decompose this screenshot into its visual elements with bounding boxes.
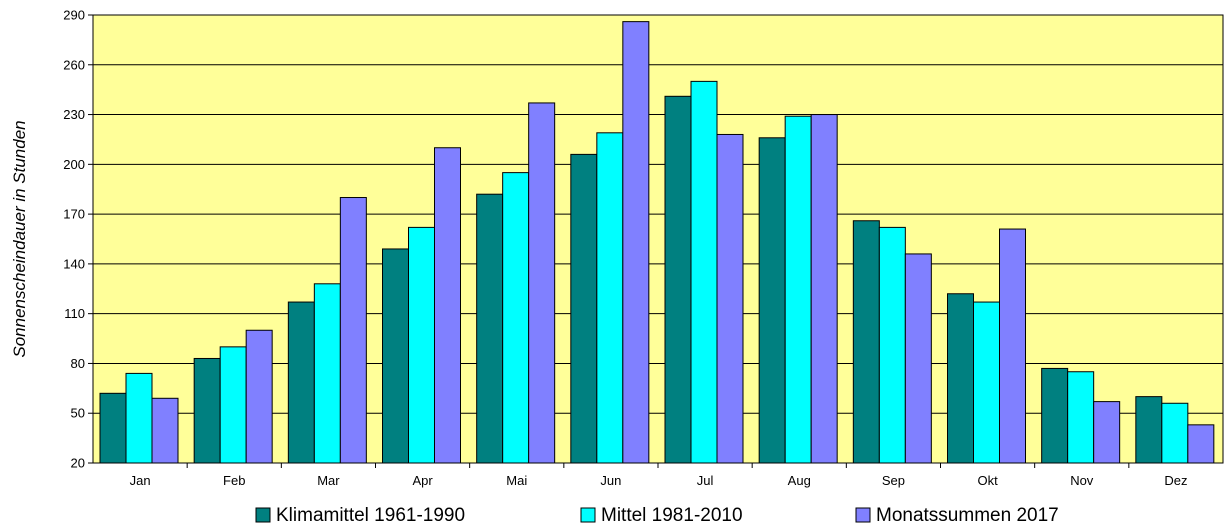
legend-label: Klimamittel 1961-1990 [276,505,465,526]
y-tick-label: 170 [63,207,85,222]
plot-area [92,14,1224,464]
bar [99,392,127,464]
x-tick-label: Nov [1070,473,1094,488]
y-axis: 20 50 80 110 140 170 200 230 260 290 [63,8,93,471]
y-tick-label: 140 [63,256,85,271]
bar [125,372,153,464]
y-tick-label: 110 [64,306,85,321]
legend-label: Mittel 1981-2010 [601,505,743,526]
bar [528,102,556,464]
bar [1135,396,1163,464]
bars [99,21,1215,464]
x-axis: Jan Feb Mar Apr Mai Jun Jul Aug Sep Okt Nov Dez [130,463,1187,488]
bar [1161,402,1189,464]
bar [690,80,718,464]
x-tick-label: Apr [412,473,433,488]
x-tick-label: Mar [317,473,340,488]
y-tick-label: 230 [63,107,85,122]
bar [151,397,179,464]
x-tick-label: Dez [1164,473,1187,488]
bar [245,329,273,464]
x-tick-label: Jun [600,473,621,488]
bar [219,346,247,464]
x-tick-label: Okt [977,473,998,488]
bar [193,357,221,464]
y-tick-label: 50 [71,406,85,421]
bar [1187,424,1215,464]
bar [664,95,692,464]
y-tick-label: 260 [63,57,85,72]
bar [716,133,744,464]
bar [973,301,1000,464]
bar [904,253,932,464]
bar [622,21,650,464]
bar [382,248,409,464]
x-tick-label: Aug [788,473,811,488]
bar [596,132,624,464]
bar [758,137,786,464]
bar [947,293,974,464]
legend-label: Monatssummen 2017 [876,505,1059,526]
bar [502,172,530,464]
x-tick-label: Sep [882,473,905,488]
bar [287,301,315,464]
y-tick-label: 80 [71,356,85,371]
x-tick-label: Jan [130,473,151,488]
bar [570,153,598,464]
bar [810,114,838,464]
bar [476,193,504,464]
bar [999,228,1026,464]
bar [313,283,341,464]
x-tick-label: Mai [506,473,527,488]
x-tick-label: Feb [223,473,245,488]
bar [852,220,880,464]
bar [1093,401,1121,464]
bar [1067,371,1095,464]
y-tick-label: 290 [63,8,85,23]
bar [434,147,461,464]
legend: Klimamittel 1961-1990 Mittel 1981-2010 Mon… [255,505,1059,526]
y-axis-label: Sonnenscheindauer in Stunden [10,120,29,357]
bar [1041,367,1069,464]
y-tick-label: 200 [63,157,85,172]
bar [784,115,812,464]
y-tick-label: 20 [71,456,85,471]
x-tick-label: Jul [697,473,714,488]
bar [878,226,906,464]
bar [408,226,435,464]
legend-swatch [255,507,271,523]
legend-swatch [580,507,596,523]
legend-swatch [855,507,871,523]
gridlines [93,64,1223,414]
bar [339,197,367,464]
